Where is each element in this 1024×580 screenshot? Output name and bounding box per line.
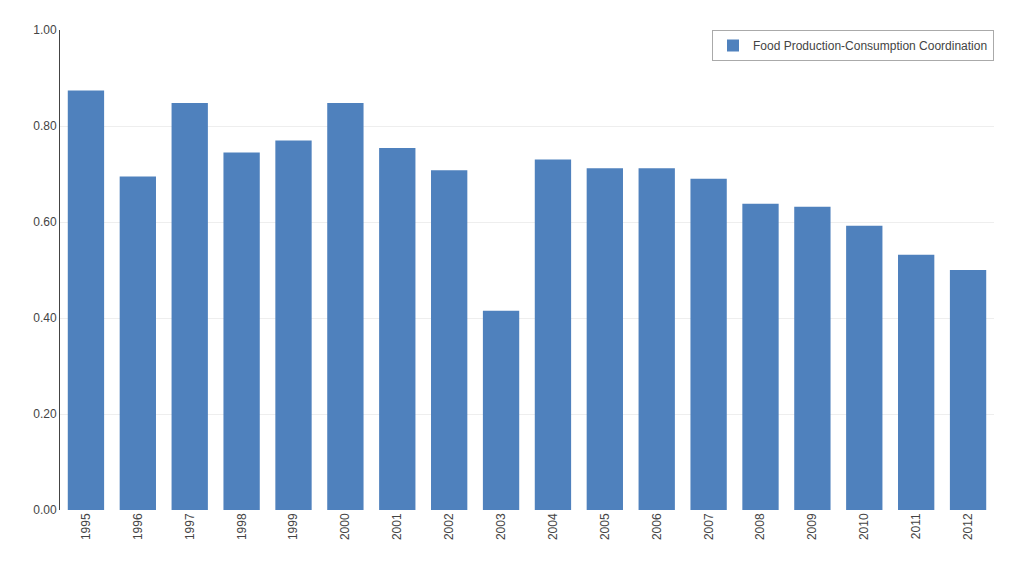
svg-text:2010: 2010: [857, 513, 871, 540]
svg-text:2000: 2000: [338, 513, 352, 540]
svg-text:2001: 2001: [390, 513, 404, 540]
svg-text:0.60: 0.60: [33, 215, 57, 229]
svg-text:2006: 2006: [650, 513, 664, 540]
svg-text:2012: 2012: [961, 513, 975, 540]
svg-text:1999: 1999: [286, 513, 300, 540]
svg-text:2007: 2007: [702, 513, 716, 540]
svg-text:0.80: 0.80: [33, 119, 57, 133]
svg-text:1995: 1995: [79, 513, 93, 540]
svg-text:2004: 2004: [546, 513, 560, 540]
svg-text:1997: 1997: [183, 513, 197, 540]
svg-text:2005: 2005: [598, 513, 612, 540]
svg-text:Food Production-Consumption Co: Food Production-Consumption Coordination: [753, 39, 987, 53]
svg-text:2011: 2011: [909, 513, 923, 539]
svg-text:2002: 2002: [442, 513, 456, 540]
svg-text:2003: 2003: [494, 513, 508, 540]
svg-text:0.40: 0.40: [33, 311, 57, 325]
svg-text:1998: 1998: [235, 513, 249, 540]
svg-text:0.20: 0.20: [33, 407, 57, 421]
svg-text:1996: 1996: [131, 513, 145, 540]
svg-text:1.00: 1.00: [33, 23, 57, 37]
svg-text:0.00: 0.00: [33, 503, 57, 517]
svg-text:2008: 2008: [753, 513, 767, 540]
svg-text:2009: 2009: [805, 513, 819, 540]
